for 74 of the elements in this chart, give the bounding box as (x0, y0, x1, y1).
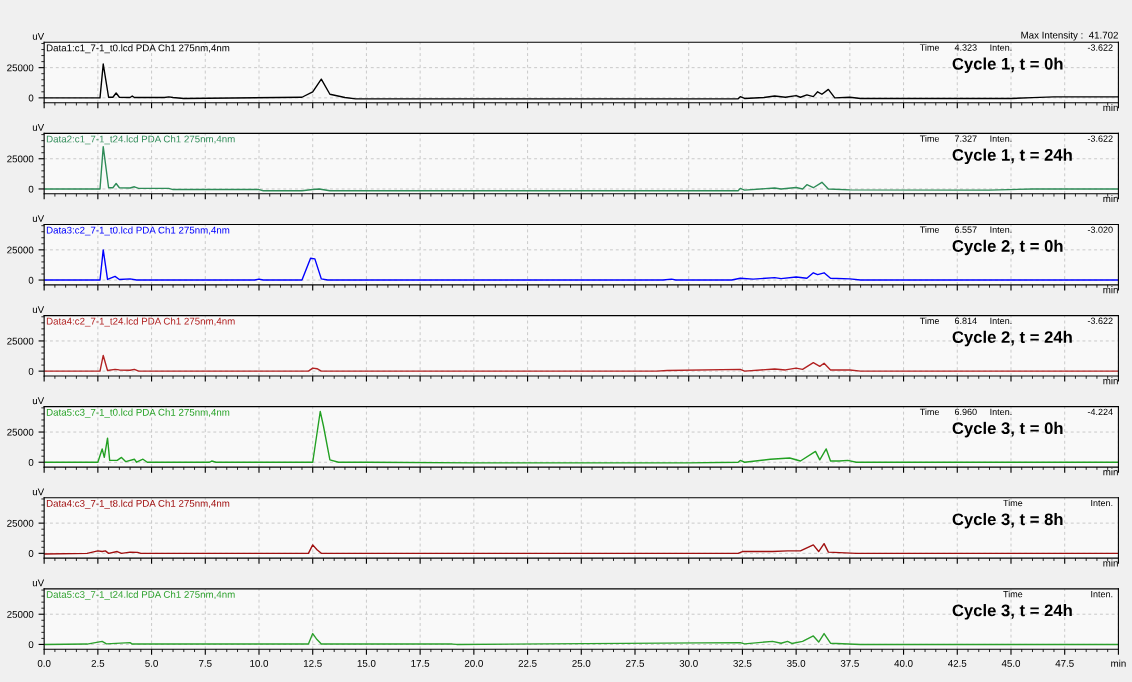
annotation: Cycle 3, t = 0h (952, 421, 1063, 438)
line-series (44, 354, 1119, 372)
text: Max Intensity : 41.702 (1021, 31, 1118, 41)
annotation: Time 7.327 Inten. -3.622 (919, 135, 1113, 142)
x-tick-label: min (1111, 659, 1126, 667)
annotation: Time Inten. (1003, 499, 1113, 507)
y-tick-label: 0 (28, 550, 34, 557)
x-axis-title: min (1103, 194, 1118, 203)
y-tick-label: 25000 (7, 246, 34, 254)
line-series (44, 542, 1119, 555)
y-tick-label: 0 (28, 276, 34, 284)
x-tick-label: 15.0 (357, 659, 376, 667)
annotation: Cycle 2, t = 24h (952, 330, 1072, 347)
y-axis-title: uV (32, 488, 45, 496)
y-tick-label: 0 (28, 94, 34, 102)
x-tick-label: 5.0 (145, 659, 158, 667)
annotation: Time Inten. (1003, 590, 1113, 598)
annotation: Cycle 1, t = 24h (952, 148, 1072, 165)
text: Data3:c2_7-1_t0.lcd PDA Ch1 275nm,4nm (46, 226, 230, 236)
x-tick-label: 17.5 (411, 660, 430, 667)
y-axis-title: uV (32, 215, 45, 222)
x-tick-label: 22.5 (518, 659, 537, 667)
annotation: Time 6.814 Inten. -3.622 (919, 317, 1113, 325)
y-axis-title: uV (32, 124, 45, 131)
x-axis-title: min (1103, 377, 1118, 385)
y-axis-title: uV (32, 32, 45, 40)
x-tick-label: 45.0 (1001, 659, 1021, 667)
x-axis-title: min (1103, 468, 1118, 476)
x-tick-label: 0.0 (37, 659, 51, 667)
text: Data2:c1_7-1_t24.lcd PDA Ch1 275nm,4nm (46, 135, 235, 145)
text: Data5:c3_7-1_t0.lcd PDA Ch1 275nm,4nm (46, 408, 230, 418)
y-axis-title: uV (32, 306, 45, 314)
x-tick-label: 40.0 (894, 659, 913, 667)
y-tick-label: 0 (28, 641, 34, 649)
y-tick-label: 25000 (7, 428, 34, 436)
text: Data4:c3_7-1_t8.lcd PDA Ch1 275nm,4nm (46, 499, 230, 509)
x-tick-label: 10.0 (250, 659, 269, 667)
y-tick-label: 0 (28, 185, 34, 193)
y-axis-title: uV (32, 397, 45, 405)
y-tick-label: 25000 (7, 64, 34, 72)
x-tick-label: 47.5 (1055, 660, 1074, 667)
x-tick-label: 35.0 (787, 659, 806, 667)
annotation: Cycle 1, t = 0h (952, 57, 1063, 74)
annotation: Time 6.960 Inten. -4.224 (919, 408, 1113, 416)
y-tick-label: 25000 (7, 610, 34, 618)
text: Data1:c1_7-1_t0.lcd PDA Ch1 275nm,4nm (46, 44, 230, 54)
annotation: Cycle 3, t = 8h (952, 512, 1063, 529)
y-tick-label: 0 (28, 367, 34, 375)
y-tick-label: 25000 (7, 519, 34, 527)
x-tick-label: 2.5 (91, 659, 105, 667)
y-axis-title: uV (32, 579, 45, 587)
x-axis-title: min (1103, 103, 1118, 111)
x-tick-label: 30.0 (679, 659, 698, 667)
annotation: Cycle 3, t = 24h (952, 604, 1072, 620)
y-tick-label: 25000 (7, 155, 34, 163)
y-tick-label: 25000 (7, 337, 34, 345)
line-series (44, 632, 1119, 646)
x-axis-title: min (1103, 559, 1118, 567)
line-series (44, 410, 1119, 464)
x-tick-label: 37.5 (840, 659, 859, 667)
x-tick-label: 25.0 (572, 659, 591, 667)
x-tick-label: 7.5 (199, 660, 212, 667)
x-axis-title: min (1103, 286, 1118, 294)
x-tick-label: 20.0 (464, 659, 483, 667)
text: Data4:c2_7-1_t24.lcd PDA Ch1 275nm,4nm (46, 317, 235, 327)
text: Data5:c3_7-1_t24.lcd PDA Ch1 275nm,4nm (46, 590, 235, 600)
annotation: Time 6.557 Inten. -3.020 (919, 226, 1113, 233)
x-tick-label: 27.5 (626, 659, 645, 667)
annotation: Time 4.323 Inten. -3.622 (919, 44, 1113, 51)
x-tick-label: 42.5 (948, 659, 967, 667)
y-tick-label: 0 (28, 458, 34, 466)
x-tick-label: 32.5 (733, 659, 752, 667)
x-tick-label: 12.5 (304, 659, 322, 667)
annotation: Cycle 2, t = 0h (952, 239, 1063, 256)
